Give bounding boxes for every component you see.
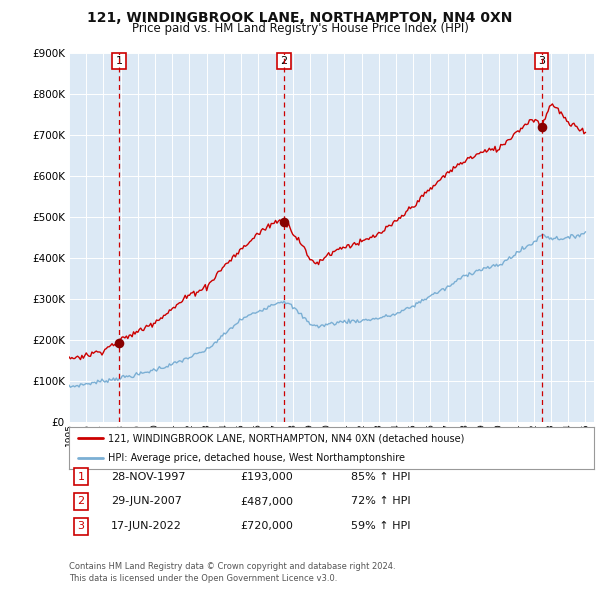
Point [537,122,547,132]
Text: 3: 3 [538,56,545,66]
Text: 29-JUN-2007: 29-JUN-2007 [111,497,182,506]
Text: 28-NOV-1997: 28-NOV-1997 [111,472,185,481]
Text: HPI: Average price, detached house, West Northamptonshire: HPI: Average price, detached house, West… [109,453,406,463]
Text: 121, WINDINGBROOK LANE, NORTHAMPTON, NN4 0XN: 121, WINDINGBROOK LANE, NORTHAMPTON, NN4… [88,11,512,25]
Text: Price paid vs. HM Land Registry's House Price Index (HPI): Price paid vs. HM Land Registry's House … [131,22,469,35]
Text: 2: 2 [280,56,287,66]
Text: 2: 2 [77,497,85,506]
Text: 72% ↑ HPI: 72% ↑ HPI [351,497,410,506]
Text: 1: 1 [116,56,122,66]
Text: £720,000: £720,000 [240,522,293,531]
Text: Contains HM Land Registry data © Crown copyright and database right 2024.: Contains HM Land Registry data © Crown c… [69,562,395,571]
Text: £193,000: £193,000 [240,472,293,481]
Text: 3: 3 [77,522,85,531]
Point [114,338,124,348]
Point [279,218,289,227]
Text: 17-JUN-2022: 17-JUN-2022 [111,522,182,531]
Text: 121, WINDINGBROOK LANE, NORTHAMPTON, NN4 0XN (detached house): 121, WINDINGBROOK LANE, NORTHAMPTON, NN4… [109,433,465,443]
Text: 59% ↑ HPI: 59% ↑ HPI [351,522,410,531]
Text: £487,000: £487,000 [240,497,293,506]
Text: 85% ↑ HPI: 85% ↑ HPI [351,472,410,481]
Text: 1: 1 [77,472,85,481]
Text: This data is licensed under the Open Government Licence v3.0.: This data is licensed under the Open Gov… [69,574,337,583]
